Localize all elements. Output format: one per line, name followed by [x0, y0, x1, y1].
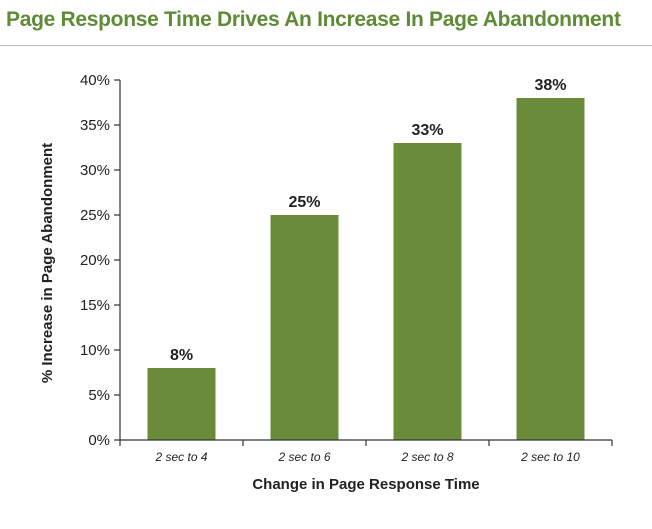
data-label: 38% — [534, 77, 566, 94]
data-label: 25% — [288, 194, 320, 211]
data-label: 8% — [170, 347, 193, 364]
x-tick-label: 2 sec to 10 — [520, 450, 580, 464]
chart-title: Page Response Time Drives An Increase In… — [6, 8, 621, 31]
x-tick-label: 2 sec to 6 — [277, 450, 330, 464]
y-tick-label: 20% — [80, 252, 110, 269]
y-tick-label: 10% — [80, 342, 110, 359]
x-tick-label: 2 sec to 8 — [400, 450, 453, 464]
y-axis: 0% 5% 10% 15% 20% 25% 30% 35% 40% — [80, 72, 121, 449]
x-tick-label: 2 sec to 4 — [154, 450, 207, 464]
title-divider — [0, 45, 652, 46]
bars: 8% 25% 33% 38% — [147, 77, 585, 440]
y-tick-label: 0% — [88, 432, 110, 449]
y-tick-label: 40% — [80, 72, 110, 89]
y-tick-label: 35% — [80, 117, 110, 134]
y-tick-label: 25% — [80, 207, 110, 224]
x-axis: 2 sec to 4 2 sec to 6 2 sec to 8 2 sec to 1… — [119, 439, 613, 464]
x-axis-title: Change in Page Response Time — [252, 476, 479, 493]
y-tick-label: 30% — [80, 162, 110, 179]
bar — [516, 98, 585, 440]
bar — [270, 215, 339, 440]
y-axis-title: % Increase in Page Abandonment — [39, 143, 56, 383]
y-tick-label: 15% — [80, 297, 110, 314]
bar — [147, 368, 216, 440]
data-label: 33% — [411, 122, 443, 139]
y-tick-label: 5% — [88, 387, 110, 404]
bar — [393, 143, 462, 440]
